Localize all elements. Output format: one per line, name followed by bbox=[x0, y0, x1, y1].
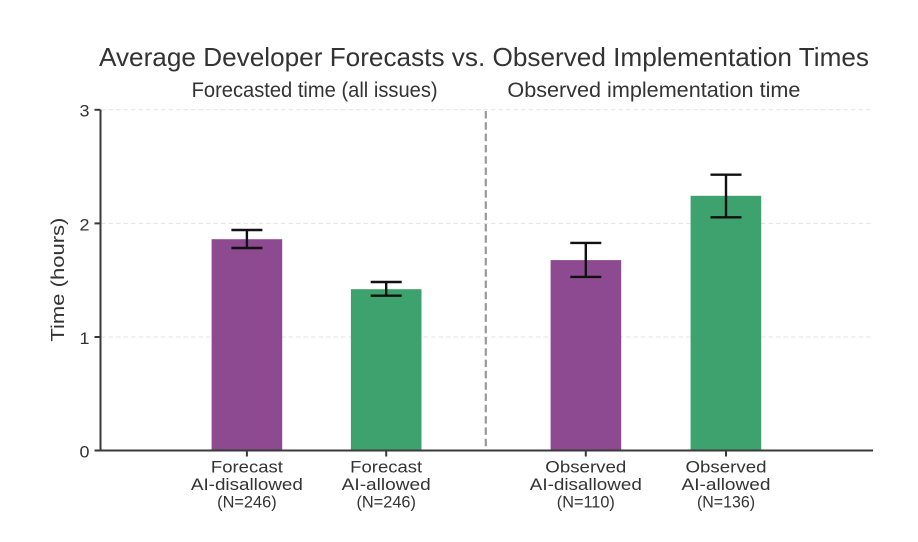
svg-text:Observed: Observed bbox=[545, 458, 626, 477]
svg-text:Forecasted time (all issues): Forecasted time (all issues) bbox=[192, 79, 438, 102]
svg-text:(N=110): (N=110) bbox=[557, 493, 615, 512]
svg-text:1: 1 bbox=[80, 329, 90, 348]
svg-text:0: 0 bbox=[80, 442, 90, 461]
svg-text:Observed: Observed bbox=[686, 458, 767, 477]
svg-text:3: 3 bbox=[80, 102, 90, 121]
svg-text:Average Developer Forecasts vs: Average Developer Forecasts vs. Observed… bbox=[99, 42, 869, 72]
svg-text:2: 2 bbox=[80, 215, 90, 234]
svg-text:(N=246): (N=246) bbox=[217, 493, 277, 512]
svg-text:(N=246): (N=246) bbox=[356, 493, 416, 512]
svg-text:(N=136): (N=136) bbox=[697, 493, 755, 512]
svg-text:Time (hours): Time (hours) bbox=[48, 218, 68, 342]
svg-text:AI-allowed: AI-allowed bbox=[682, 475, 771, 494]
svg-text:AI-disallowed: AI-disallowed bbox=[530, 475, 642, 494]
svg-text:Observed implementation time: Observed implementation time bbox=[507, 79, 800, 102]
svg-text:Forecast: Forecast bbox=[350, 458, 422, 477]
svg-text:AI-disallowed: AI-disallowed bbox=[191, 475, 303, 494]
svg-text:Forecast: Forecast bbox=[211, 458, 283, 477]
svg-text:AI-allowed: AI-allowed bbox=[342, 475, 431, 494]
